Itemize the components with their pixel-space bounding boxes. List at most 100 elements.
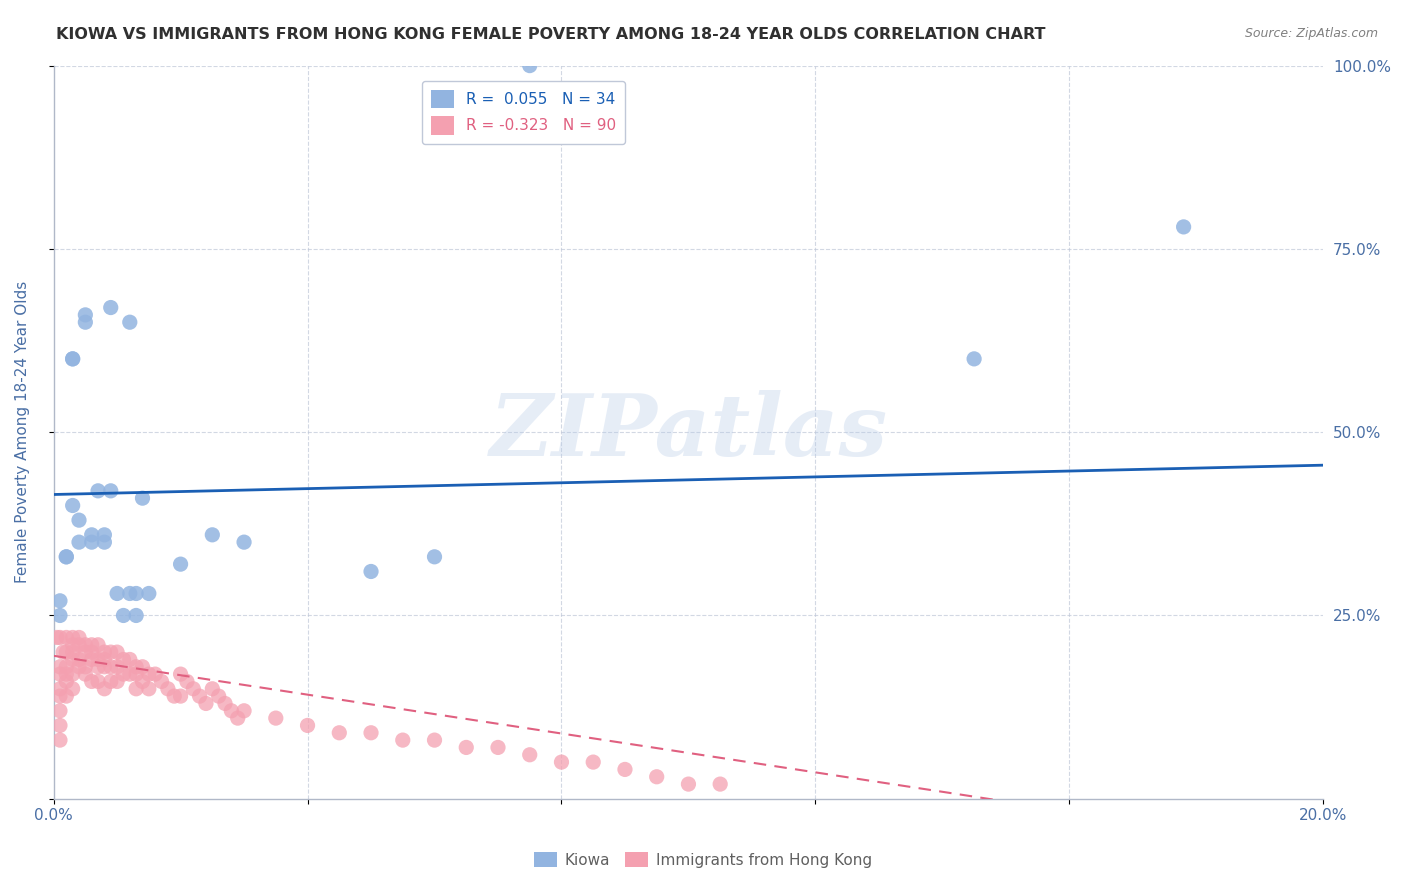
Point [156,681,179,696]
Point [55,549,77,564]
Point [75,660,97,674]
Point [87,483,110,498]
Point [169,667,191,681]
Point [221,704,243,718]
Point [55,549,77,564]
Point [62,499,84,513]
Point [49,660,72,674]
Point [67,631,90,645]
Point [328,725,350,739]
Point [118,315,141,329]
Point [125,667,148,681]
Point [49,704,72,718]
Point [49,733,72,747]
Point [105,586,128,600]
Point [75,315,97,329]
Point [169,689,191,703]
Point [87,660,110,674]
Point [169,557,191,571]
Point [93,652,115,666]
Text: KIOWA VS IMMIGRANTS FROM HONG KONG FEMALE POVERTY AMONG 18-24 YEAR OLDS CORRELAT: KIOWA VS IMMIGRANTS FROM HONG KONG FEMAL… [56,27,1046,42]
Point [80,638,103,652]
Point [62,638,84,652]
Point [131,674,153,689]
Point [49,689,72,703]
Point [100,645,122,659]
Point [87,652,110,666]
Point [112,667,135,681]
Point [49,594,72,608]
Point [118,652,141,666]
Point [87,674,110,689]
Point [49,718,72,732]
Point [49,631,72,645]
Point [226,711,249,725]
Point [93,660,115,674]
Point [62,681,84,696]
Point [80,528,103,542]
Point [49,667,72,681]
Point [93,681,115,696]
Point [105,645,128,659]
Point [125,586,148,600]
Point [80,652,103,666]
Point [360,725,382,739]
Point [87,638,110,652]
Point [67,660,90,674]
Point [131,660,153,674]
Point [176,674,198,689]
Point [67,535,90,549]
Point [519,747,541,762]
Point [55,631,77,645]
Legend: R =  0.055   N = 34, R = -0.323   N = 90: R = 0.055 N = 34, R = -0.323 N = 90 [422,80,626,144]
Point [93,528,115,542]
Point [391,733,413,747]
Point [105,674,128,689]
Point [709,777,731,791]
Point [264,711,287,725]
Point [201,681,224,696]
Point [138,681,160,696]
Point [486,740,509,755]
Point [93,535,115,549]
Point [181,681,204,696]
Point [138,667,160,681]
Point [150,674,173,689]
Point [52,645,75,659]
Point [100,674,122,689]
Point [138,586,160,600]
Point [67,652,90,666]
Point [143,667,166,681]
Point [49,608,72,623]
Point [75,308,97,322]
Point [75,667,97,681]
Point [62,351,84,366]
Point [125,681,148,696]
Point [214,697,236,711]
Point [233,704,256,718]
Text: ZIPatlas: ZIPatlas [489,391,887,474]
Point [55,667,77,681]
Point [80,674,103,689]
Point [55,645,77,659]
Point [423,549,446,564]
Point [45,631,67,645]
Point [613,763,636,777]
Point [360,565,382,579]
Point [131,491,153,505]
Point [582,755,605,769]
Text: Source: ZipAtlas.com: Source: ZipAtlas.com [1244,27,1378,40]
Point [201,528,224,542]
Point [125,660,148,674]
Point [55,674,77,689]
Point [188,689,211,703]
Point [100,660,122,674]
Point [62,645,84,659]
Point [1173,219,1195,234]
Point [125,608,148,623]
Point [456,740,478,755]
Point [62,652,84,666]
Point [100,301,122,315]
Point [678,777,700,791]
Point [519,59,541,73]
